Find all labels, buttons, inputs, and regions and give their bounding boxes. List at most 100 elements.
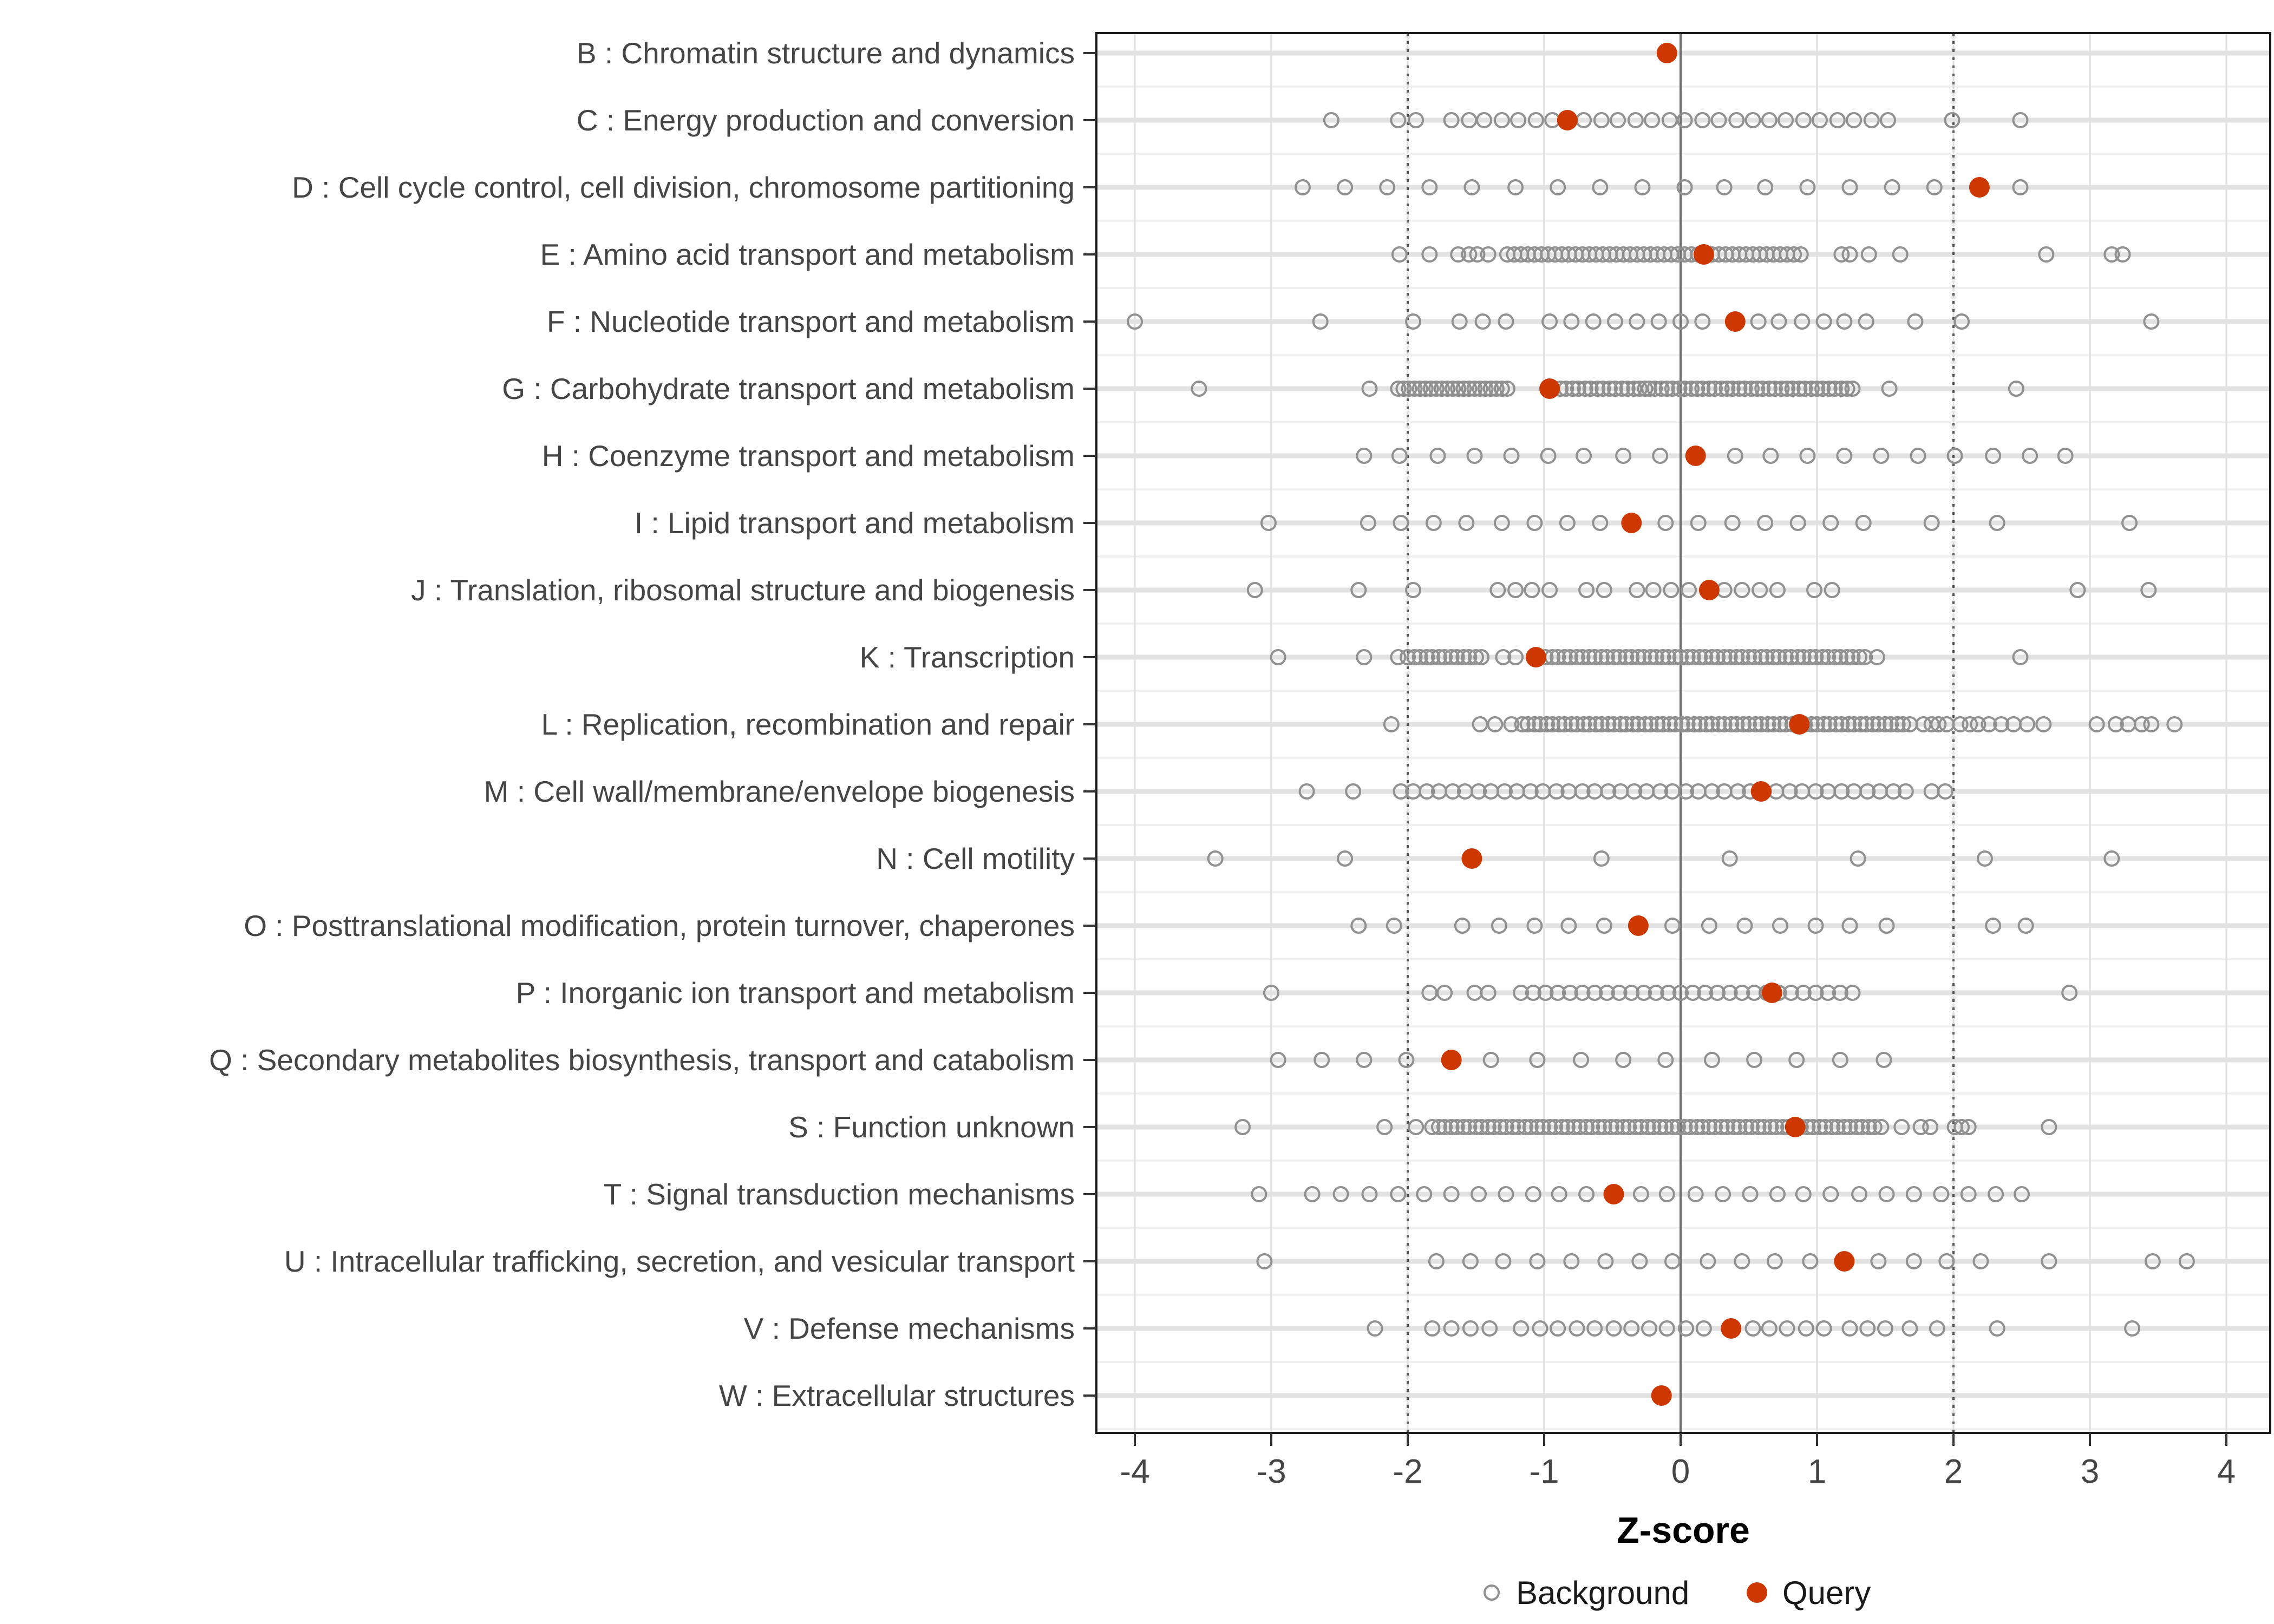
background-point bbox=[1836, 1119, 1853, 1135]
background-point bbox=[1870, 716, 1887, 732]
background-point bbox=[1505, 1119, 1521, 1135]
background-point bbox=[1600, 783, 1617, 800]
background-point bbox=[1519, 716, 1536, 732]
background-point bbox=[1367, 1320, 1383, 1337]
background-point bbox=[1304, 1186, 1321, 1202]
background-point bbox=[1799, 179, 1816, 195]
background-point bbox=[1419, 649, 1435, 665]
background-point bbox=[1669, 1119, 1686, 1135]
background-point bbox=[1581, 716, 1598, 732]
background-point bbox=[1586, 985, 1603, 1001]
background-point bbox=[2166, 716, 2183, 732]
background-point bbox=[1754, 381, 1771, 397]
background-point bbox=[1585, 313, 1602, 330]
background-point bbox=[1517, 1119, 1533, 1135]
background-point bbox=[1641, 381, 1658, 397]
axes: -4 -3 -2 -1 0 1 2 3 4 B : Chromatin structure and… bbox=[209, 36, 2236, 1551]
background-point bbox=[1461, 246, 1478, 263]
background-point bbox=[1822, 515, 1839, 531]
background-point bbox=[1635, 649, 1652, 665]
background-point bbox=[1841, 918, 1858, 934]
category-label: S : Function unknown bbox=[788, 1110, 1075, 1144]
background-point bbox=[1769, 1186, 1786, 1202]
legend-query-marker-icon bbox=[1747, 1582, 1767, 1603]
background-point bbox=[1848, 1119, 1865, 1135]
background-point bbox=[1989, 1320, 2005, 1337]
background-point bbox=[1412, 381, 1428, 397]
background-point bbox=[1728, 112, 1745, 128]
query-point bbox=[1789, 714, 1810, 735]
background-point bbox=[2133, 716, 2150, 732]
legend-background-marker-icon bbox=[1484, 1584, 1500, 1601]
background-point bbox=[1593, 850, 1610, 867]
background-point bbox=[1345, 783, 1362, 800]
background-point bbox=[1480, 985, 1497, 1001]
background-point bbox=[1476, 112, 1493, 128]
background-point bbox=[1734, 649, 1750, 665]
background-point bbox=[1828, 716, 1845, 732]
background-point bbox=[1678, 783, 1695, 800]
background-point bbox=[1698, 716, 1715, 732]
background-point bbox=[1598, 649, 1615, 665]
background-point bbox=[1603, 1119, 1619, 1135]
background-point bbox=[1858, 313, 1874, 330]
background-point bbox=[1960, 1119, 1977, 1135]
background-point bbox=[1629, 313, 1645, 330]
background-point bbox=[1672, 985, 1689, 1001]
x-axis-title: Z-score bbox=[1617, 1510, 1750, 1551]
query-point bbox=[1539, 378, 1560, 399]
background-point bbox=[1731, 1119, 1748, 1135]
plot-panel bbox=[1096, 33, 2270, 1433]
background-point bbox=[1660, 985, 1677, 1001]
background-point bbox=[1815, 1320, 1832, 1337]
background-point bbox=[1667, 649, 1683, 665]
query-point bbox=[1603, 1184, 1624, 1204]
background-point bbox=[1314, 1052, 1330, 1068]
background-point bbox=[1472, 381, 1488, 397]
background-point bbox=[1770, 649, 1787, 665]
background-point bbox=[1395, 381, 1412, 397]
background-point bbox=[1488, 381, 1505, 397]
background-point bbox=[1716, 179, 1733, 195]
background-point bbox=[1561, 985, 1578, 1001]
background-point bbox=[1468, 649, 1484, 665]
background-point bbox=[1897, 783, 1914, 800]
background-point bbox=[1721, 649, 1738, 665]
background-point bbox=[1455, 1119, 1472, 1135]
background-point bbox=[1736, 381, 1753, 397]
background-point bbox=[1361, 1186, 1378, 1202]
background-point bbox=[1593, 716, 1610, 732]
background-point bbox=[1855, 515, 1872, 531]
background-point bbox=[1548, 783, 1565, 800]
background-point bbox=[1571, 1119, 1588, 1135]
category-label: L : Replication, recombination and repai… bbox=[541, 708, 1075, 741]
background-point bbox=[1715, 1186, 1731, 1202]
background-point bbox=[1724, 515, 1741, 531]
background-point bbox=[1611, 985, 1628, 1001]
background-point bbox=[1379, 179, 1396, 195]
background-point bbox=[1448, 649, 1465, 665]
background-point bbox=[1746, 985, 1763, 1001]
background-point bbox=[1430, 649, 1447, 665]
background-point bbox=[1761, 1320, 1778, 1337]
background-point bbox=[1781, 783, 1798, 800]
background-point bbox=[1846, 112, 1863, 128]
background-point bbox=[1744, 1320, 1761, 1337]
background-point bbox=[1587, 716, 1604, 732]
background-point bbox=[1430, 1119, 1447, 1135]
background-point bbox=[1783, 985, 1800, 1001]
category-label: T : Signal transduction mechanisms bbox=[604, 1177, 1075, 1211]
background-point bbox=[1613, 381, 1630, 397]
background-point bbox=[1976, 850, 1993, 867]
x-axis-tick-label: 1 bbox=[1808, 1453, 1826, 1490]
background-point bbox=[1833, 246, 1850, 263]
background-point bbox=[1294, 179, 1311, 195]
background-point bbox=[1443, 1119, 1460, 1135]
background-point bbox=[1577, 381, 1593, 397]
background-point bbox=[1499, 381, 1515, 397]
background-point bbox=[1443, 112, 1460, 128]
background-point bbox=[1863, 112, 1880, 128]
background-point bbox=[1569, 649, 1585, 665]
